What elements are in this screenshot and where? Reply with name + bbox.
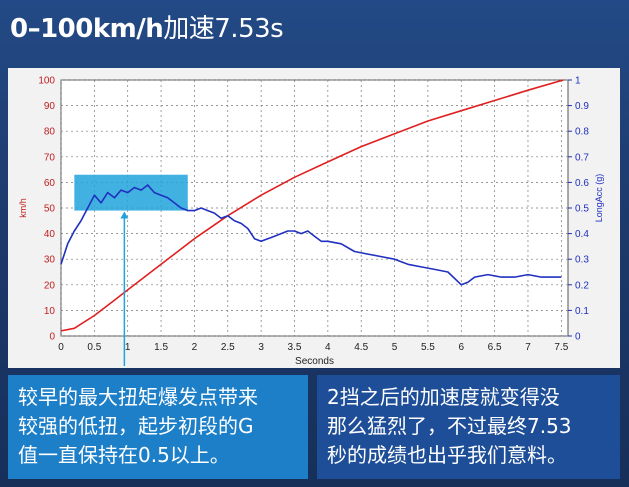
y-left-tick-label: 30: [44, 255, 56, 266]
y-right-tick-label: 0.6: [575, 178, 589, 189]
y-left-tick-label: 50: [44, 204, 56, 215]
caption-right-line: 2挡之后的加速度就变得没: [327, 385, 560, 409]
y-right-tick-label: 0.9: [575, 101, 589, 112]
y-left-tick-label: 40: [44, 229, 56, 240]
x-tick-label: 4: [325, 342, 331, 353]
title-suffix: 加速7.53s: [163, 14, 284, 44]
caption-right-line: 秒的成绩也出乎我们意料。: [327, 443, 567, 467]
series-line-longacc: [60, 184, 562, 286]
y-left-tick-label: 70: [44, 152, 56, 163]
y-right-tick-label: 0.2: [575, 280, 589, 291]
y-left-tick-label: 10: [44, 306, 56, 317]
y-right-tick-label: 0.7: [575, 152, 589, 163]
caption-left-line: 较强的低扭，起步初段的G: [18, 414, 254, 438]
x-tick-label: 0: [58, 342, 64, 353]
y-right-axis-label: LongAcc (g): [594, 174, 604, 223]
y-left-tick-label: 100: [38, 76, 55, 87]
x-tick-label: 1.5: [154, 342, 168, 353]
y-right-tick-label: 0.5: [575, 204, 589, 215]
title-main: 0–100km/h: [10, 14, 164, 44]
caption-left: 较早的最大扭矩爆发点带来 较强的低扭，起步初段的G 值一直保持在0.5以上。: [8, 375, 308, 479]
x-tick-label: 3.5: [288, 342, 302, 353]
x-tick-label: 7: [525, 342, 531, 353]
caption-left-line: 较早的最大扭矩爆发点带来: [18, 385, 258, 409]
y-left-tick-label: 0: [49, 332, 55, 343]
caption-right: 2挡之后的加速度就变得没 那么猛烈了，不过最终7.53 秒的成绩也出乎我们意料。: [317, 375, 620, 479]
series-line-speed: [60, 79, 564, 332]
x-tick-label: 5.5: [421, 342, 435, 353]
x-tick-label: 4.5: [354, 342, 368, 353]
y-right-tick-label: 0.1: [575, 306, 589, 317]
x-tick-label: 2.5: [221, 342, 235, 353]
pointer-arrow-icon: [120, 211, 129, 219]
x-axis-label: Seconds: [295, 356, 334, 367]
y-right-tick-label: 0.4: [575, 229, 589, 240]
x-tick-label: 3: [258, 342, 264, 353]
x-tick-label: 0.5: [87, 342, 101, 353]
x-tick-label: 5: [392, 342, 398, 353]
y-right-tick-label: 0.3: [575, 255, 589, 266]
x-tick-label: 1: [125, 342, 131, 353]
x-tick-label: 6.5: [488, 342, 502, 353]
x-tick-label: 6: [458, 342, 464, 353]
page-title: 0–100km/h加速7.53s: [10, 8, 284, 45]
y-left-axis-label: km/h: [18, 198, 28, 218]
y-right-tick-label: 0.8: [575, 127, 589, 138]
x-tick-label: 2: [192, 342, 198, 353]
caption-right-line: 那么猛烈了，不过最终7.53: [327, 414, 572, 438]
y-right-tick-label: 0: [575, 332, 581, 343]
x-tick-label: 7.5: [554, 342, 568, 353]
y-left-tick-label: 80: [44, 127, 56, 138]
y-left-tick-label: 60: [44, 178, 56, 189]
caption-left-line: 值一直保持在0.5以上。: [18, 443, 230, 467]
y-left-tick-label: 90: [44, 101, 56, 112]
chart-panel: 0 0.5 1 1.5 2 2.5 3 3.5 4 4.5 5 5.5 6 6.5 7 7.5 0 10 20 30 4…: [8, 68, 620, 368]
highlight-box: [74, 174, 188, 211]
y-left-tick-label: 20: [44, 280, 56, 291]
acceleration-chart: 0 0.5 1 1.5 2 2.5 3 3.5 4 4.5 5 5.5 6 6.5 7 7.501020304…: [18, 76, 604, 368]
y-right-tick-label: 1: [575, 76, 581, 87]
